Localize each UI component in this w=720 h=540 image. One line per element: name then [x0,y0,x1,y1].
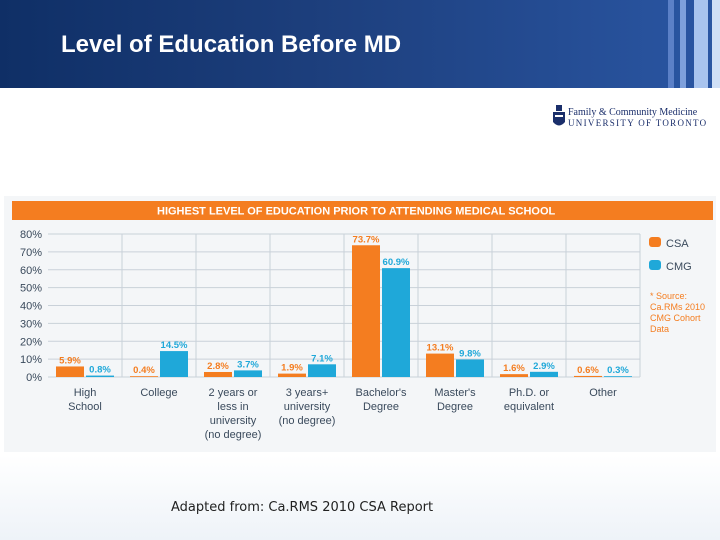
category-label: School [68,401,102,413]
education-bar-chart: HIGHEST LEVEL OF EDUCATION PRIOR TO ATTE… [12,201,713,441]
y-tick-label: 50% [20,283,42,295]
category-label: (no degree) [279,415,336,427]
bar-cmg [160,351,188,377]
logo-department: Family & Community Medicine [568,107,698,118]
category-label: 3 years+ [286,387,329,399]
data-label-csa: 5.9% [59,355,81,366]
bar-csa [352,245,380,377]
data-label-csa: 13.1% [427,343,454,354]
category-label: Degree [363,401,399,413]
data-label-cmg: 60.9% [383,257,410,268]
category-label: Ph.D. or [509,387,550,399]
bar-csa [500,374,528,377]
category-label: High [74,387,97,399]
bar-cmg [86,375,114,377]
category-label: Master's [434,387,476,399]
category-label: university [284,401,331,413]
bar-cmg [308,364,336,377]
y-tick-label: 0% [26,372,42,384]
y-tick-label: 80% [20,229,42,241]
data-label-csa: 1.9% [281,363,303,374]
bar-csa [130,376,158,377]
bar-cmg [530,371,558,377]
data-label-cmg: 3.7% [237,359,259,370]
legend-label: CSA [666,238,689,250]
source-note-line: Data [650,324,669,334]
legend-label: CMG [666,261,692,273]
data-label-csa: 1.6% [503,363,525,374]
data-label-cmg: 9.8% [459,348,481,359]
category-label: Other [589,387,617,399]
source-note-line: * Source: [650,291,687,301]
bar-csa [574,375,602,377]
category-label: Bachelor's [355,387,407,399]
chart-title-banner [12,201,713,220]
y-tick-label: 70% [20,247,42,259]
data-label-cmg: 0.3% [607,365,629,376]
bar-csa [426,353,454,377]
category-label: university [210,415,257,427]
category-label: College [140,387,177,399]
data-label-cmg: 2.9% [533,361,555,372]
title-bar [0,0,720,88]
bar-csa [56,366,84,377]
category-label: Degree [437,401,473,413]
category-label: 2 years or [209,387,258,399]
y-tick-label: 40% [20,301,42,313]
data-label-csa: 0.4% [133,365,155,376]
title-bar-stripe [680,0,686,88]
crest-icon [553,105,565,126]
university-logo: Family & Community Medicine UNIVERSITY O… [568,107,707,129]
y-tick-label: 10% [20,354,42,366]
title-bar-stripe [694,0,708,88]
legend-swatch-cmg [649,260,661,270]
data-label-cmg: 7.1% [311,353,333,364]
bar-cmg [234,370,262,377]
chart-panel: HIGHEST LEVEL OF EDUCATION PRIOR TO ATTE… [4,196,716,452]
data-label-cmg: 14.5% [161,340,188,351]
chart-title: HIGHEST LEVEL OF EDUCATION PRIOR TO ATTE… [157,206,556,218]
y-tick-label: 30% [20,318,42,330]
title-bar-stripe [668,0,674,88]
category-label: less in [217,401,248,413]
category-label: equivalent [504,401,554,413]
y-tick-label: 60% [20,265,42,277]
bar-csa [278,373,306,377]
source-note-line: Ca.RMs 2010 [650,302,705,312]
category-label: (no degree) [205,429,262,441]
logo-university: UNIVERSITY OF TORONTO [568,118,708,128]
title-bar-stripe [712,0,720,88]
bar-cmg [382,268,410,377]
data-label-cmg: 0.8% [89,365,111,376]
data-label-csa: 2.8% [207,361,229,372]
slide-title: Level of Education Before MD [61,31,402,58]
bar-csa [204,371,232,377]
source-caption: Adapted from: Ca.RMS 2010 CSA Report [171,500,434,515]
bar-cmg [604,376,632,377]
bar-cmg [456,359,484,377]
data-label-csa: 73.7% [353,234,380,245]
y-tick-label: 20% [20,336,42,348]
legend-swatch-csa [649,237,661,247]
footer-band [0,455,720,540]
source-note-line: CMG Cohort [650,313,701,323]
data-label-csa: 0.6% [577,365,599,376]
